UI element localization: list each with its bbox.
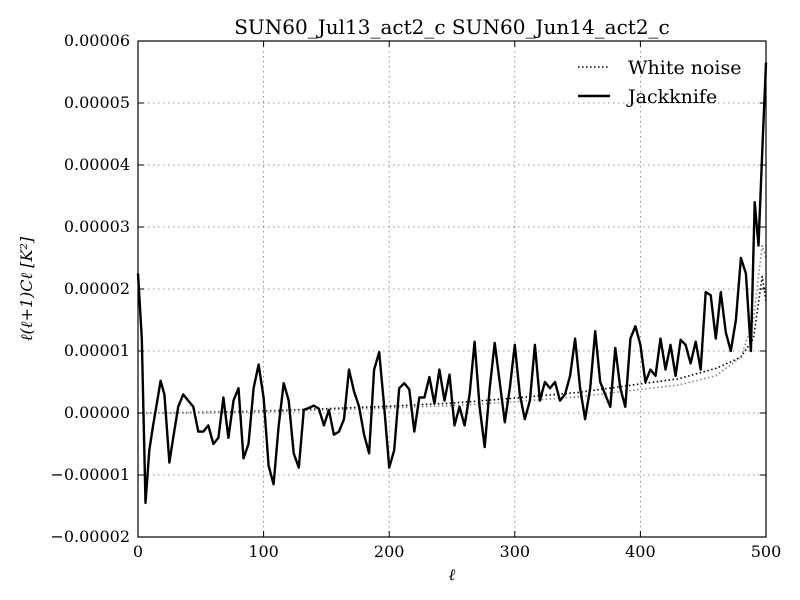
y-tick-label: 0.00000 [64, 403, 130, 422]
y-tick-label: 0.00001 [64, 341, 130, 360]
y-tick-label: −0.00001 [50, 465, 130, 484]
series-line-1 [138, 244, 767, 414]
series-line-2 [136, 62, 768, 505]
y-tick-label: 0.00005 [64, 93, 130, 112]
x-tick-label: 100 [248, 542, 279, 561]
x-tick-label: 0 [133, 542, 143, 561]
legend-label-jackknife: Jackknife [626, 86, 717, 108]
x-tick-label: 300 [500, 542, 531, 561]
ticks: 0 100 200 300 400 500 −0.00002 −0.00001 0.00000 0… [50, 31, 781, 561]
y-tick-label: −0.00002 [50, 527, 130, 546]
chart-title: SUN60_Jul13_act2_c SUN60_Jun14_act2_c [234, 15, 670, 39]
x-tick-label: 200 [374, 542, 405, 561]
y-axis-label: ℓ(ℓ+1)Cℓ [K²] [17, 236, 36, 341]
y-tick-label: 0.00004 [64, 155, 130, 174]
series-line-0 [138, 275, 767, 414]
legend: White noise Jackknife [578, 57, 742, 108]
y-tick-label: 0.00003 [64, 217, 130, 236]
x-tick-label: 400 [625, 542, 656, 561]
series-group [136, 62, 768, 505]
x-tick-label: 500 [751, 542, 782, 561]
y-tick-label: 0.00006 [64, 31, 130, 50]
y-tick-label: 0.00002 [64, 279, 130, 298]
x-axis-label: ℓ [449, 565, 456, 584]
plot-frame [137, 40, 767, 538]
legend-label-white-noise: White noise [628, 57, 742, 79]
grid [138, 41, 766, 537]
